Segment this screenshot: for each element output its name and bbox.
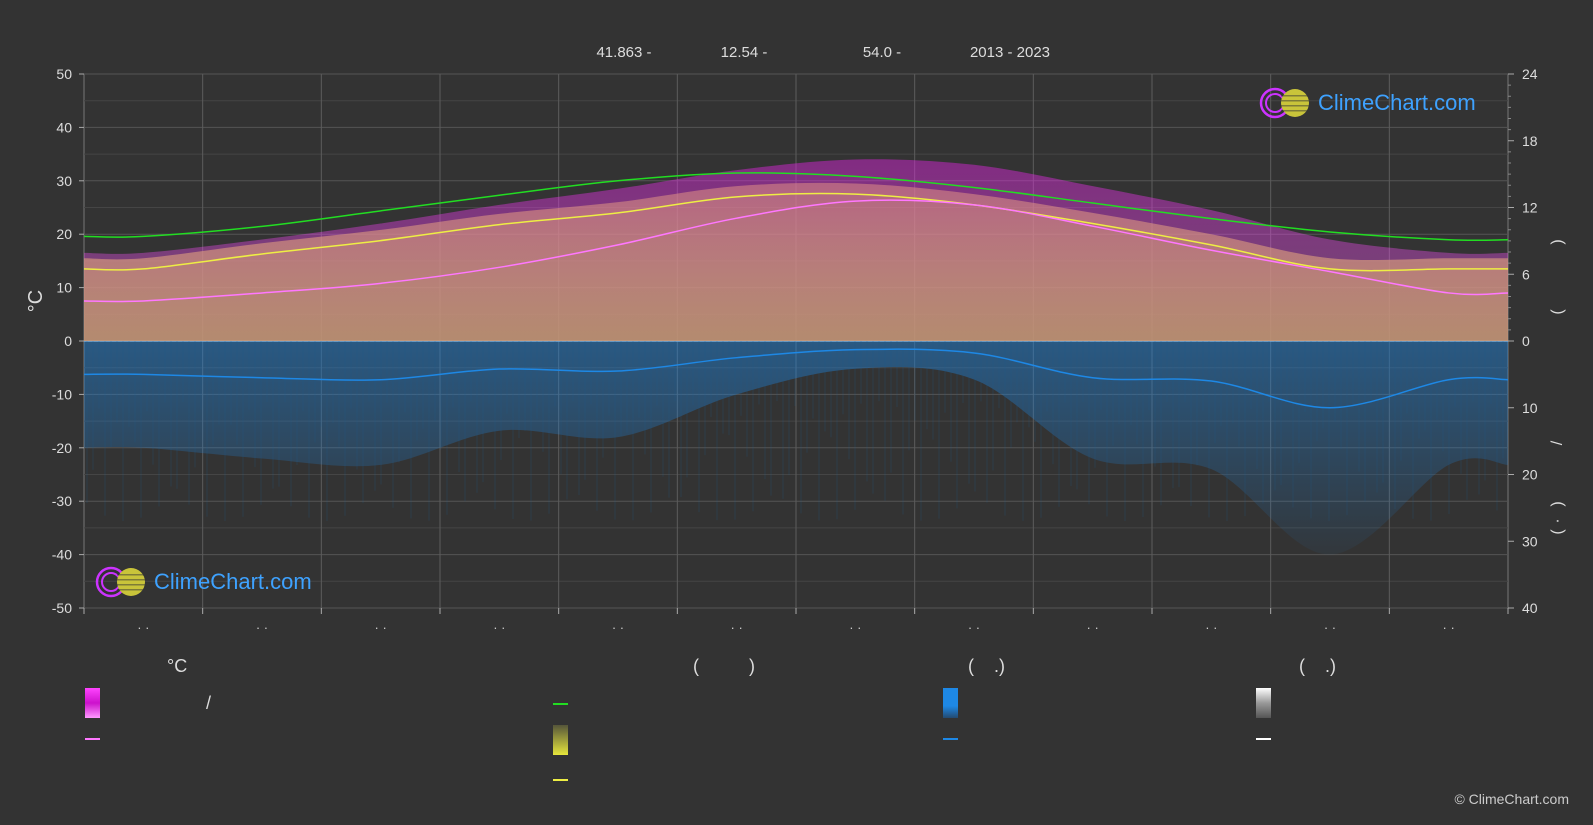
y-right-top-tick-label: 18 — [1522, 133, 1538, 149]
y-right-top-label-glyph: ) — [1549, 239, 1566, 244]
header-elev: 54.0 - — [863, 44, 901, 61]
sunshine-swatch — [553, 725, 568, 755]
x-tick-label: · · — [1443, 620, 1455, 635]
legend-sep: / — [206, 692, 212, 713]
x-tick-label: · · — [1205, 620, 1217, 635]
y-left-tick-label: -20 — [52, 440, 72, 456]
y-left-tick-label: 0 — [64, 333, 72, 349]
legend-snow-mean — [1256, 738, 1285, 740]
legend-daylight — [553, 703, 582, 705]
legend-temp-range: / — [85, 688, 211, 718]
header-layer: 41.863 - 12.54 - 54.0 - 2013 - 2023 — [596, 44, 1050, 61]
y-right-bottom-label-glyph: ) — [1549, 501, 1566, 506]
y-left-axis-label: °C — [25, 290, 47, 312]
legend-precip-mean — [943, 738, 972, 740]
copyright[interactable]: © ClimeChart.com — [1454, 791, 1569, 807]
logo-icon — [1259, 87, 1309, 119]
daylight-swatch — [553, 703, 568, 705]
legend-head-precip: ( .) — [968, 656, 1005, 676]
x-tick-label: · · — [256, 620, 268, 635]
legend-sunshine-mean — [553, 779, 582, 781]
y-right-top-tick-label: 24 — [1522, 66, 1538, 82]
legend-precip — [943, 688, 972, 718]
y-left-tick-label: -10 — [52, 386, 72, 402]
temperature-range-area — [84, 159, 1508, 341]
y-left-tick-label: -50 — [52, 600, 72, 616]
logo-bottom[interactable]: ClimeChart.com — [94, 565, 312, 599]
precipitation-area — [84, 341, 1508, 555]
x-tick-label: · · — [493, 620, 505, 635]
x-tick-label: · · — [968, 620, 980, 635]
precip-swatch — [943, 688, 958, 718]
axis-layer: 50 40 30 20 10 0 -10 -20 -30 -40 -50 °C 24 18 12 6 0 10 20… — [25, 66, 1566, 635]
header-years: 2013 - 2023 — [970, 44, 1050, 61]
y-left-tick-label: 30 — [56, 173, 72, 189]
x-tick-label: · · — [731, 620, 743, 635]
y-right-bottom-tick-label: 30 — [1522, 533, 1538, 549]
y-left-tick-label: -40 — [52, 547, 72, 563]
y-right-bottom-label-glyph: / — [1549, 440, 1566, 445]
precipitation-mean-line — [83, 348, 1509, 409]
sunshine-mean-swatch — [553, 779, 568, 781]
logo-top[interactable]: ClimeChart.com — [1258, 86, 1476, 120]
legend: °C ( ) ( .) ( .) / — [0, 650, 1593, 825]
x-tick-label: · · — [137, 620, 149, 635]
y-right-bottom-tick-label: 20 — [1522, 467, 1538, 483]
y-right-top-tick-label: 12 — [1522, 200, 1538, 216]
line-layer — [83, 172, 1509, 409]
header-lon: 12.54 - — [721, 44, 768, 61]
y-left-tick-label: 50 — [56, 66, 72, 82]
snow-swatch — [1256, 688, 1271, 718]
temp-range-swatch — [85, 688, 100, 718]
snow-mean-swatch — [1256, 738, 1271, 740]
temp-mean-swatch — [85, 738, 100, 740]
logo-text: ClimeChart.com — [154, 569, 312, 594]
x-tick-label: · · — [1324, 620, 1336, 635]
logo-icon — [95, 566, 145, 598]
x-tick-label: · · — [1087, 620, 1099, 635]
y-right-top-tick-label: 0 — [1522, 333, 1530, 349]
legend-head-snow: ( .) — [1299, 656, 1336, 676]
legend-head-sun: ( ) — [693, 656, 755, 676]
legend-sunshine — [553, 725, 582, 755]
y-right-top-label-glyph: ( — [1549, 309, 1566, 315]
y-right-bottom-tick-label: 40 — [1522, 600, 1538, 616]
y-left-tick-label: 10 — [56, 280, 72, 296]
temperature-mean-line — [83, 199, 1509, 303]
chart-svg: 50 40 30 20 10 0 -10 -20 -30 -40 -50 °C 24 18 12 6 0 10 20… — [25, 44, 1566, 635]
legend-temp-mean — [85, 738, 114, 740]
y-right-bottom-tick-label: 10 — [1522, 400, 1538, 416]
daylight-line — [83, 172, 1509, 242]
header-lat: 41.863 - — [596, 44, 651, 61]
y-right-top-tick-label: 6 — [1522, 266, 1530, 282]
logo-text: ClimeChart.com — [1318, 90, 1476, 115]
sunshine-line — [83, 192, 1508, 272]
legend-snow — [1256, 688, 1285, 718]
precip-mean-swatch — [943, 738, 958, 740]
y-left-tick-label: 20 — [56, 226, 72, 242]
y-right-bottom-label-glyph: · — [1549, 518, 1566, 523]
legend-head-temperature: °C — [167, 656, 188, 676]
y-left-tick-label: 40 — [56, 119, 72, 135]
y-left-tick-label: -30 — [52, 493, 72, 509]
x-tick-label: · · — [612, 620, 624, 635]
y-right-bottom-label-glyph: ( — [1549, 529, 1566, 535]
x-tick-label: · · — [375, 620, 387, 635]
x-tick-label: · · — [849, 620, 861, 635]
